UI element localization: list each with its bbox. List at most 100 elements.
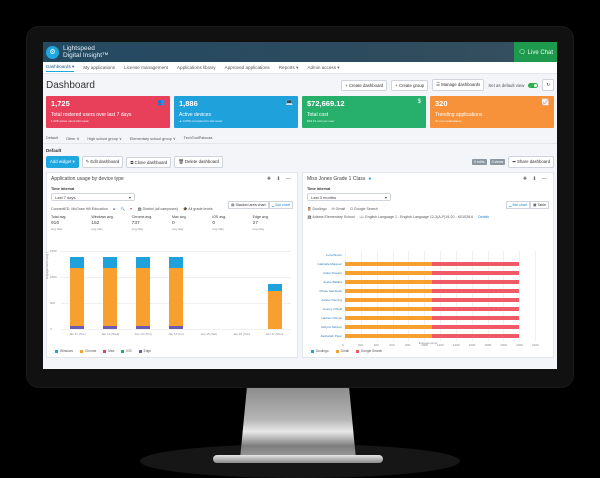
- details-link[interactable]: Details: [478, 215, 490, 219]
- bar-segment-gmail: [345, 307, 433, 311]
- bar-chart-button[interactable]: ▁ Bar chart: [505, 201, 531, 209]
- app-filter[interactable]: ConnectED: McGraw Hill Education: [51, 207, 108, 211]
- create-group-button[interactable]: + Create group: [391, 79, 429, 91]
- delete-dashboard-button[interactable]: 🗑 Delete dashboard: [174, 156, 223, 168]
- grade-filter[interactable]: 🎓 All grade levels: [183, 207, 213, 211]
- bar[interactable]: [267, 283, 282, 329]
- student-name-link[interactable]: Averie Ballard: [323, 279, 342, 284]
- time-interval-select[interactable]: Last 3 months ▾: [307, 193, 391, 201]
- class-info: 🏛 Adams Elementary School 📖 English Lang…: [307, 215, 549, 219]
- widget-tools-icons[interactable]: ✚ ⬇ —: [266, 176, 293, 182]
- student-name-link[interactable]: Ashley Fleming: [321, 297, 342, 302]
- stacked-area-chart-button[interactable]: ▤ Stacked area chart: [228, 201, 269, 209]
- add-widget-button[interactable]: Add widget ▾: [46, 156, 79, 168]
- x-tick-label: Jan 17 (Mon): [265, 332, 284, 336]
- tab-other[interactable]: Other ∨: [66, 137, 80, 141]
- student-name-link[interactable]: Harrison Reyes: [321, 315, 342, 320]
- student-name-link[interactable]: Zachariah Peter: [320, 333, 342, 338]
- card-trending-apps[interactable]: 320 Trending applications 40 new applica…: [430, 96, 554, 128]
- info-icon[interactable]: ●: [368, 176, 372, 182]
- bar-segment-gmail: [345, 316, 433, 320]
- bar[interactable]: [345, 325, 520, 329]
- nav-admin-access[interactable]: Admin access ▾: [307, 64, 340, 70]
- nav-license-management[interactable]: License management: [124, 65, 168, 70]
- grid-line: [503, 251, 505, 341]
- widget-tools-icons[interactable]: ✚ ⬇ —: [522, 176, 549, 182]
- student-name-link[interactable]: Jazlynn Skinner: [320, 324, 342, 329]
- bar[interactable]: [345, 298, 520, 302]
- tab-default[interactable]: Default: [46, 136, 59, 140]
- bar[interactable]: [136, 257, 151, 329]
- app-screen: ⚙ Lightspeed Digital Insight™ 🗨 Live Cha…: [43, 42, 557, 369]
- app-duolingo[interactable]: 🦉 Duolingo: [307, 207, 327, 211]
- legend-swatch: [335, 349, 339, 353]
- card-value: $72,669.12: [307, 99, 345, 108]
- app-gmail[interactable]: ✉ Gmail: [331, 207, 346, 211]
- nav-dashboards[interactable]: Dashboards ▾: [46, 64, 75, 72]
- card-total-cost[interactable]: $72,669.12 Total cost $39.13 cost per us…: [302, 96, 426, 128]
- nav-applications-library[interactable]: Applications library: [176, 65, 216, 70]
- student-name-link[interactable]: Jeremy O'Neill: [322, 306, 342, 311]
- live-chat-button[interactable]: 🗨 Live Chat: [514, 42, 557, 62]
- manage-dashboards-button[interactable]: ☰ Manage dashboards: [432, 79, 485, 91]
- student-name-link[interactable]: Chase Steinbeck: [319, 288, 342, 293]
- x-tick-label: Jan 11 (Tue): [69, 332, 86, 336]
- legend-item-windows[interactable]: Windows: [55, 349, 73, 353]
- edit-dashboard-button[interactable]: ✎ Edit dashboard: [81, 156, 124, 168]
- card-active-devices[interactable]: 1,886 Active devices ▲ 0.05% compared to…: [174, 96, 298, 128]
- edits-badge: 0 edits: [472, 159, 487, 165]
- bar[interactable]: [345, 271, 520, 275]
- student-name-link[interactable]: Luna Brown: [325, 252, 342, 257]
- share-dashboard-button[interactable]: ➦ Share dashboard: [508, 156, 554, 168]
- avg-windows: Windows avg. 152 eng./day: [91, 215, 114, 231]
- bar-segment-google-search: [432, 307, 520, 311]
- legend-item-chrome[interactable]: Chrome: [79, 349, 96, 353]
- legend-item-ios[interactable]: iOS: [121, 349, 132, 353]
- bar[interactable]: [345, 289, 520, 293]
- default-view-toggle[interactable]: [528, 82, 539, 88]
- table-button[interactable]: ▦ Table: [530, 201, 549, 209]
- legend-item-edge[interactable]: Edge: [138, 349, 151, 353]
- bar-segment-edge: [103, 326, 118, 329]
- bar[interactable]: [345, 280, 520, 284]
- nav-my-applications[interactable]: My applications: [83, 65, 116, 70]
- bar[interactable]: [70, 257, 85, 329]
- bar[interactable]: [103, 257, 118, 329]
- create-dashboard-button[interactable]: + Create dashboard: [341, 79, 388, 91]
- tab-elementary-school-group[interactable]: Elementary school group ∨: [129, 137, 176, 141]
- bar-segment-chrome: [70, 268, 85, 327]
- clone-dashboard-button[interactable]: ⧉ Clone dashboard: [126, 156, 172, 168]
- bar-segment-windows: [136, 257, 151, 269]
- nav-approved-applications[interactable]: Approved applications: [224, 65, 270, 70]
- card-label: Total cost: [307, 112, 329, 118]
- brand-line1: Lightspeed: [63, 45, 95, 52]
- district-filter[interactable]: 🏛 District (all campuses): [137, 207, 179, 211]
- widget-title: Miss Jones Grade 1 Class: [307, 176, 366, 182]
- bar[interactable]: [345, 334, 520, 338]
- refresh-icon[interactable]: ↻: [542, 79, 554, 91]
- bar[interactable]: [345, 262, 520, 266]
- bar-segment-gmail: [345, 262, 433, 266]
- legend-item-google-search[interactable]: Google Search: [355, 349, 382, 353]
- bar[interactable]: [169, 257, 183, 329]
- nav-reports[interactable]: Reports ▾: [278, 64, 299, 70]
- bar[interactable]: [345, 307, 520, 311]
- legend-item-gmail[interactable]: Gmail: [335, 349, 349, 353]
- tab-techtoolpalooza[interactable]: TechToolPalooza: [183, 136, 213, 140]
- student-name-link[interactable]: Gabriella Marquez: [317, 261, 342, 266]
- tab-high-school-group[interactable]: High school group ∨: [87, 137, 122, 141]
- grid-line: [392, 251, 394, 341]
- student-name-link[interactable]: Aiden Rosario: [323, 270, 342, 275]
- legend-item-duolingo[interactable]: Duolingo: [311, 349, 329, 353]
- grid-line: [360, 251, 362, 341]
- dollar-icon: $: [417, 99, 421, 105]
- brand[interactable]: Lightspeed Digital Insight™: [63, 45, 109, 59]
- legend-item-mac[interactable]: Mac: [103, 349, 114, 353]
- bar[interactable]: [345, 316, 520, 320]
- avg-ios: iOS avg. 0 eng./day: [212, 215, 227, 231]
- time-interval-select[interactable]: Last 7 days ▾: [51, 193, 135, 201]
- app-google-search[interactable]: G Google Search: [350, 207, 378, 211]
- x-axis-title: Engagements: [418, 341, 438, 345]
- card-rostered-users[interactable]: 1,725 Total rostered users over last 7 d…: [46, 96, 170, 128]
- bar-chart-button[interactable]: ▁ Bar chart: [268, 201, 293, 209]
